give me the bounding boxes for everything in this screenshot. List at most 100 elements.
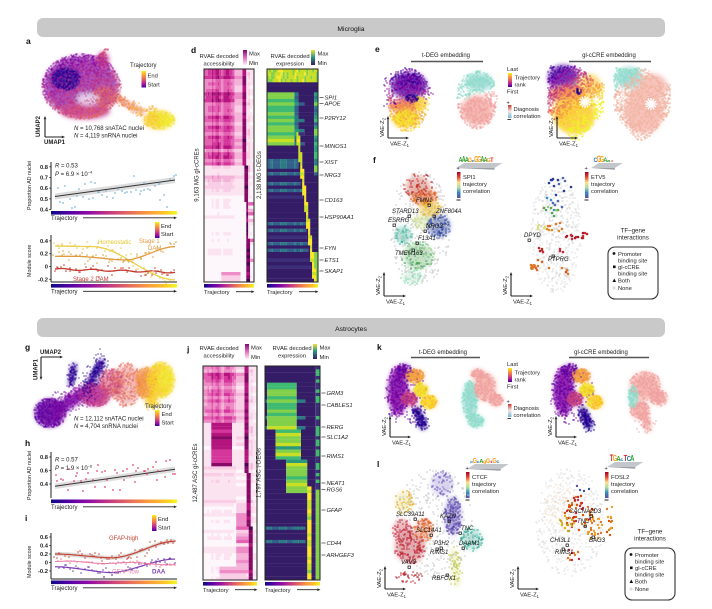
svg-text:First: First <box>507 385 519 391</box>
svg-text:VAE-Z2: VAE-Z2 <box>548 416 555 436</box>
svg-text:trajectory: trajectory <box>591 182 615 188</box>
svg-text:Diagnosis: Diagnosis <box>514 406 540 412</box>
svg-text:Proportion AD nuclei: Proportion AD nuclei <box>27 161 33 210</box>
svg-text:End: End <box>158 517 168 523</box>
svg-text:VAE-Z1: VAE-Z1 <box>559 142 579 149</box>
svg-text:HSP90AA1: HSP90AA1 <box>325 215 354 221</box>
svg-text:GFAP-low: GFAP-low <box>112 570 140 576</box>
svg-text:c: c <box>477 460 481 464</box>
svg-text:GFAP-high: GFAP-high <box>109 536 138 542</box>
svg-text:Start: Start <box>148 83 161 89</box>
svg-text:APOE: APOE <box>324 102 341 108</box>
svg-text:RIMS1: RIMS1 <box>555 550 573 556</box>
svg-text:A: A <box>603 158 608 164</box>
svg-text:G: G <box>473 457 477 465</box>
svg-text:0.2: 0.2 <box>40 552 48 558</box>
svg-text:GFAP: GFAP <box>327 508 342 514</box>
svg-text:C: C <box>627 455 631 463</box>
svg-text:Microglia: Microglia <box>337 26 364 33</box>
svg-text:STARD13: STARD13 <box>392 209 419 215</box>
svg-text:TMEM163: TMEM163 <box>395 251 423 257</box>
svg-text:VAE-Z1: VAE-Z1 <box>392 441 412 448</box>
svg-text:9,163 MG gl-cCREs: 9,163 MG gl-cCREs <box>195 148 201 201</box>
svg-text:None: None <box>618 286 632 292</box>
svg-text:Trajectory: Trajectory <box>203 588 229 594</box>
svg-text:Trajectory: Trajectory <box>515 76 541 82</box>
svg-text:BAG3: BAG3 <box>589 538 606 544</box>
svg-text:Trajectory: Trajectory <box>515 371 541 377</box>
svg-text:C: C <box>593 158 598 164</box>
svg-text:0.5: 0.5 <box>40 197 49 203</box>
svg-text:Start: Start <box>158 526 171 532</box>
svg-text:0.4: 0.4 <box>40 239 49 245</box>
svg-text:0: 0 <box>45 561 48 567</box>
svg-text:P = 6.9 × 10−4: P = 6.9 × 10−4 <box>55 170 93 179</box>
svg-text:a: a <box>26 36 31 46</box>
svg-text:0.8: 0.8 <box>40 165 49 171</box>
svg-text:MINOS1: MINOS1 <box>325 144 347 150</box>
svg-text:c: c <box>620 458 623 463</box>
svg-text:correlation: correlation <box>463 189 490 195</box>
svg-text:Astrocytes: Astrocytes <box>335 326 367 333</box>
svg-text:j: j <box>186 344 189 354</box>
svg-text:Trajectory: Trajectory <box>130 63 156 69</box>
svg-text:1,797 ASC t-DEGs: 1,797 ASC t-DEGs <box>257 448 263 498</box>
svg-text:End: End <box>161 224 171 230</box>
svg-text:Diagnosis: Diagnosis <box>514 107 540 113</box>
svg-text:f: f <box>373 155 376 165</box>
svg-text:VAE-Z2: VAE-Z2 <box>376 275 383 295</box>
svg-text:A: A <box>459 156 463 164</box>
svg-text:Max: Max <box>251 346 262 352</box>
svg-text:h: h <box>25 438 30 448</box>
svg-text:A: A <box>479 459 483 465</box>
svg-text:Last: Last <box>507 67 518 73</box>
svg-text:F13A1: F13A1 <box>418 236 436 242</box>
svg-text:-0.2: -0.2 <box>38 569 48 575</box>
svg-text:SPI1: SPI1 <box>325 96 338 102</box>
svg-text:End: End <box>162 412 172 418</box>
svg-text:interactions: interactions <box>617 235 649 242</box>
svg-text:Max: Max <box>318 52 329 58</box>
svg-text:VAE-Z2: VAE-Z2 <box>380 117 387 137</box>
svg-text:correlation: correlation <box>514 413 541 419</box>
svg-text:Start: Start <box>161 232 174 238</box>
svg-text:VAE-Z1: VAE-Z1 <box>520 593 540 600</box>
svg-text:Last: Last <box>507 362 518 368</box>
svg-text:Module score: Module score <box>27 546 33 578</box>
svg-text:FOSL2: FOSL2 <box>611 475 629 481</box>
svg-text:G: G <box>613 455 618 463</box>
svg-text:e: e <box>375 44 380 54</box>
svg-text:UMAP2: UMAP2 <box>40 350 62 356</box>
svg-text:RGS6: RGS6 <box>327 488 344 494</box>
svg-text:trajectory: trajectory <box>472 482 496 488</box>
svg-text:c: c <box>470 461 473 465</box>
svg-text:VAE-Z2: VAE-Z2 <box>510 568 517 588</box>
svg-text:0.4: 0.4 <box>40 208 49 214</box>
svg-text:binding site: binding site <box>635 560 664 566</box>
svg-text:P = 1.9 × 10−6: P = 1.9 × 10−6 <box>55 464 93 473</box>
svg-text:G: G <box>477 155 481 165</box>
svg-text:Min: Min <box>318 61 327 67</box>
svg-text:NRG3: NRG3 <box>325 173 342 179</box>
svg-text:2,138 MG t-DEGs: 2,138 MG t-DEGs <box>257 151 263 199</box>
svg-text:Promoter: Promoter <box>618 252 642 258</box>
svg-text:a: a <box>607 159 611 162</box>
svg-text:CD163: CD163 <box>325 198 344 204</box>
svg-text:SLC14A1: SLC14A1 <box>416 528 442 534</box>
svg-text:k: k <box>377 342 382 352</box>
svg-text:g: g <box>25 342 30 352</box>
svg-text:Max: Max <box>249 52 260 58</box>
svg-text:A: A <box>481 155 485 165</box>
svg-text:c: c <box>496 459 499 464</box>
svg-text:d: d <box>191 45 196 55</box>
svg-text:Trajectory: Trajectory <box>265 588 291 594</box>
svg-text:Start: Start <box>162 421 175 427</box>
svg-text:gl-cCRE: gl-cCRE <box>635 566 657 572</box>
svg-text:TF–gene: TF–gene <box>621 228 646 235</box>
svg-text:12,487 ASC gl-cCREs: 12,487 ASC gl-cCREs <box>193 443 199 502</box>
svg-text:correlation: correlation <box>591 189 618 195</box>
svg-text:R = 0.53: R = 0.53 <box>55 164 79 170</box>
svg-text:+: + <box>466 466 469 472</box>
svg-text:UMAP1: UMAP1 <box>44 140 66 146</box>
svg-text:Both: Both <box>635 580 647 586</box>
